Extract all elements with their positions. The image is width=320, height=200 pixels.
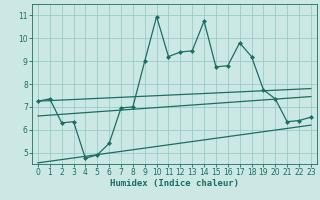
X-axis label: Humidex (Indice chaleur): Humidex (Indice chaleur) [110,179,239,188]
